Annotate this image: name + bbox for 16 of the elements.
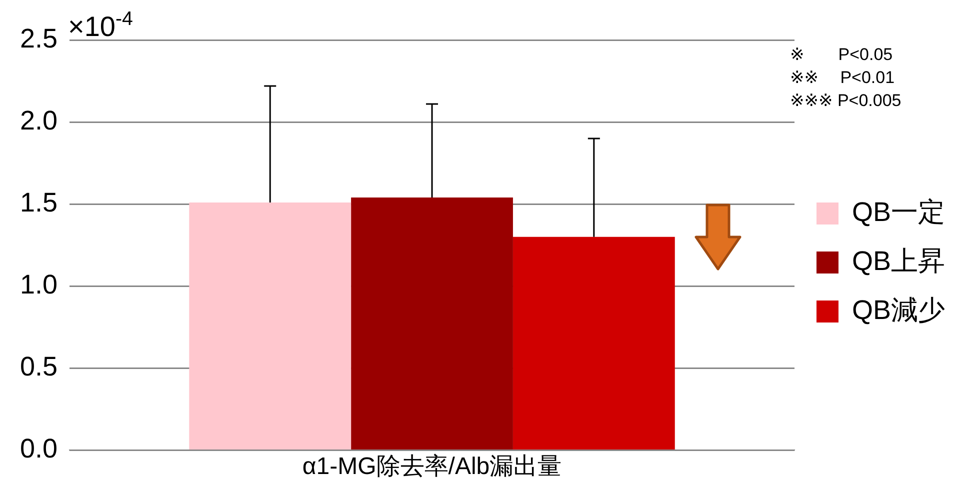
y-tick-label: 2.0 [20, 105, 58, 136]
y-tick-label: 1.0 [20, 270, 58, 300]
bar [189, 202, 352, 450]
annotation: ※※※ P<0.005 [790, 91, 902, 110]
bar [351, 198, 513, 450]
annotation: ※ P<0.05 [790, 45, 893, 64]
legend-label: QB一定 [852, 196, 946, 227]
x-tick-label: α1-MG除去率/Alb漏出量 [302, 453, 562, 480]
bar [512, 236, 675, 450]
legend-label: QB減少 [852, 294, 946, 325]
annotation: ※※ P<0.01 [790, 68, 895, 87]
y-tick-label: 2.5 [20, 23, 58, 54]
y-tick-label: 0.0 [20, 434, 58, 464]
y-tick-label: 0.5 [20, 352, 58, 382]
y-tick-label: 1.5 [20, 188, 58, 218]
legend-label: QB上昇 [852, 246, 946, 276]
